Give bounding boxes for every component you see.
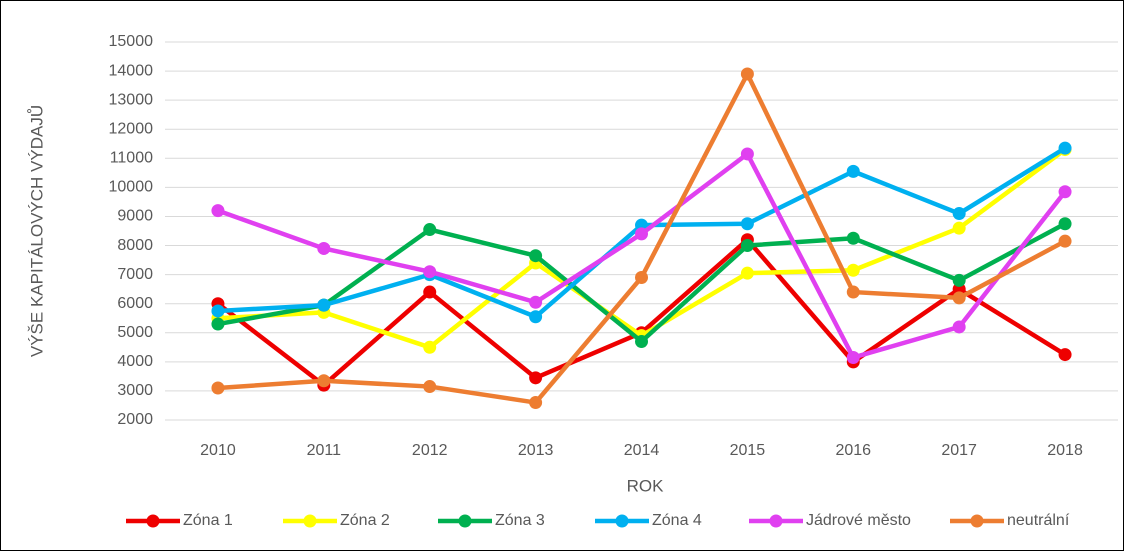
x-tick-label: 2012 — [412, 442, 448, 459]
data-point — [423, 223, 437, 237]
data-point — [846, 164, 860, 178]
data-point — [1058, 217, 1072, 231]
data-point — [317, 241, 331, 255]
y-tick-label: 14000 — [109, 62, 154, 79]
y-tick-label: 3000 — [117, 382, 153, 399]
data-point — [1058, 234, 1072, 248]
x-tick-label: 2017 — [941, 442, 977, 459]
data-point — [846, 285, 860, 299]
data-point — [635, 334, 648, 348]
x-tick-label: 2010 — [200, 442, 236, 459]
y-tick-label: 5000 — [117, 324, 153, 341]
y-tick-label: 2000 — [117, 411, 153, 428]
legend-marker — [970, 514, 984, 528]
y-tick-label: 11000 — [110, 150, 153, 167]
data-point — [635, 271, 648, 285]
legend-marker — [615, 514, 629, 528]
data-point — [1058, 348, 1072, 362]
data-point — [952, 207, 966, 221]
data-point — [423, 265, 437, 279]
legend-label: Zóna 3 — [495, 512, 545, 529]
x-tick-label: 2014 — [624, 442, 660, 459]
data-point — [529, 371, 543, 385]
data-point — [529, 396, 543, 410]
data-point — [952, 273, 966, 287]
data-point — [740, 67, 754, 81]
y-tick-label: 10000 — [109, 179, 154, 196]
data-point — [529, 310, 543, 324]
x-axis-title: ROK — [627, 476, 665, 495]
legend-label: Zóna 4 — [652, 512, 702, 529]
y-tick-label: 4000 — [117, 353, 153, 370]
y-tick-label: 12000 — [109, 120, 154, 137]
data-point — [952, 320, 966, 334]
data-point — [211, 304, 225, 318]
data-point — [423, 380, 437, 394]
data-point — [529, 295, 543, 309]
data-point — [423, 285, 437, 299]
data-point — [740, 239, 754, 253]
x-tick-label: 2013 — [518, 442, 554, 459]
y-tick-label: 13000 — [109, 91, 154, 108]
legend-label: Jádrové město — [806, 512, 911, 529]
data-point — [952, 291, 966, 305]
data-point — [529, 249, 543, 263]
legend-label: Zóna 1 — [183, 512, 233, 529]
x-tick-label: 2011 — [307, 442, 342, 459]
y-tick-label: 6000 — [117, 295, 153, 312]
data-point — [211, 204, 225, 218]
data-point — [211, 317, 225, 331]
x-tick-label: 2018 — [1047, 442, 1083, 459]
data-point — [846, 350, 860, 364]
data-point — [846, 263, 860, 277]
data-point — [1058, 141, 1072, 155]
data-point — [740, 217, 754, 231]
data-point — [740, 147, 754, 161]
legend-label: Zóna 2 — [340, 512, 390, 529]
x-tick-label: 2015 — [730, 442, 766, 459]
y-tick-label: 7000 — [117, 266, 153, 283]
y-tick-label: 15000 — [109, 33, 154, 50]
data-point — [317, 374, 331, 388]
legend-label: neutrální — [1007, 512, 1070, 529]
data-point — [952, 221, 966, 235]
data-point — [846, 231, 860, 245]
legend-marker — [458, 514, 472, 528]
x-tick-label: 2016 — [835, 442, 871, 459]
legend-marker — [146, 514, 160, 528]
y-axis-title: VÝŠE KAPITÁLOVÝCH VÝDAJŮ — [27, 105, 46, 357]
data-point — [1058, 185, 1072, 199]
y-tick-label: 9000 — [117, 208, 153, 225]
data-point — [317, 298, 331, 312]
legend-marker — [769, 514, 783, 528]
data-point — [211, 381, 225, 395]
data-point — [740, 266, 754, 280]
data-point — [423, 340, 437, 354]
data-point — [635, 227, 648, 241]
y-tick-label: 8000 — [117, 237, 153, 254]
legend-marker — [303, 514, 317, 528]
